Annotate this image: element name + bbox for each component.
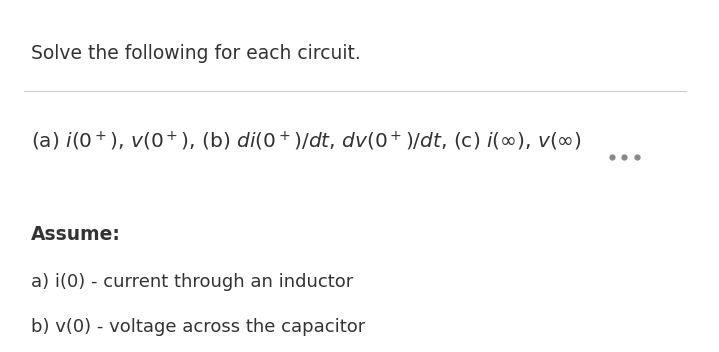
- Text: a) i(0) - current through an inductor: a) i(0) - current through an inductor: [31, 273, 353, 291]
- Text: b) v(0) - voltage across the capacitor: b) v(0) - voltage across the capacitor: [31, 318, 365, 336]
- Text: Solve the following for each circuit.: Solve the following for each circuit.: [31, 44, 360, 63]
- Text: (a) $i(0^+)$, $v(0^+)$, (b) $di(0^+)/dt$, $dv(0^+)/dt$, (c) $i(\infty)$, $v(\inf: (a) $i(0^+)$, $v(0^+)$, (b) $di(0^+)/dt$…: [31, 129, 582, 152]
- Text: Assume:: Assume:: [31, 225, 121, 244]
